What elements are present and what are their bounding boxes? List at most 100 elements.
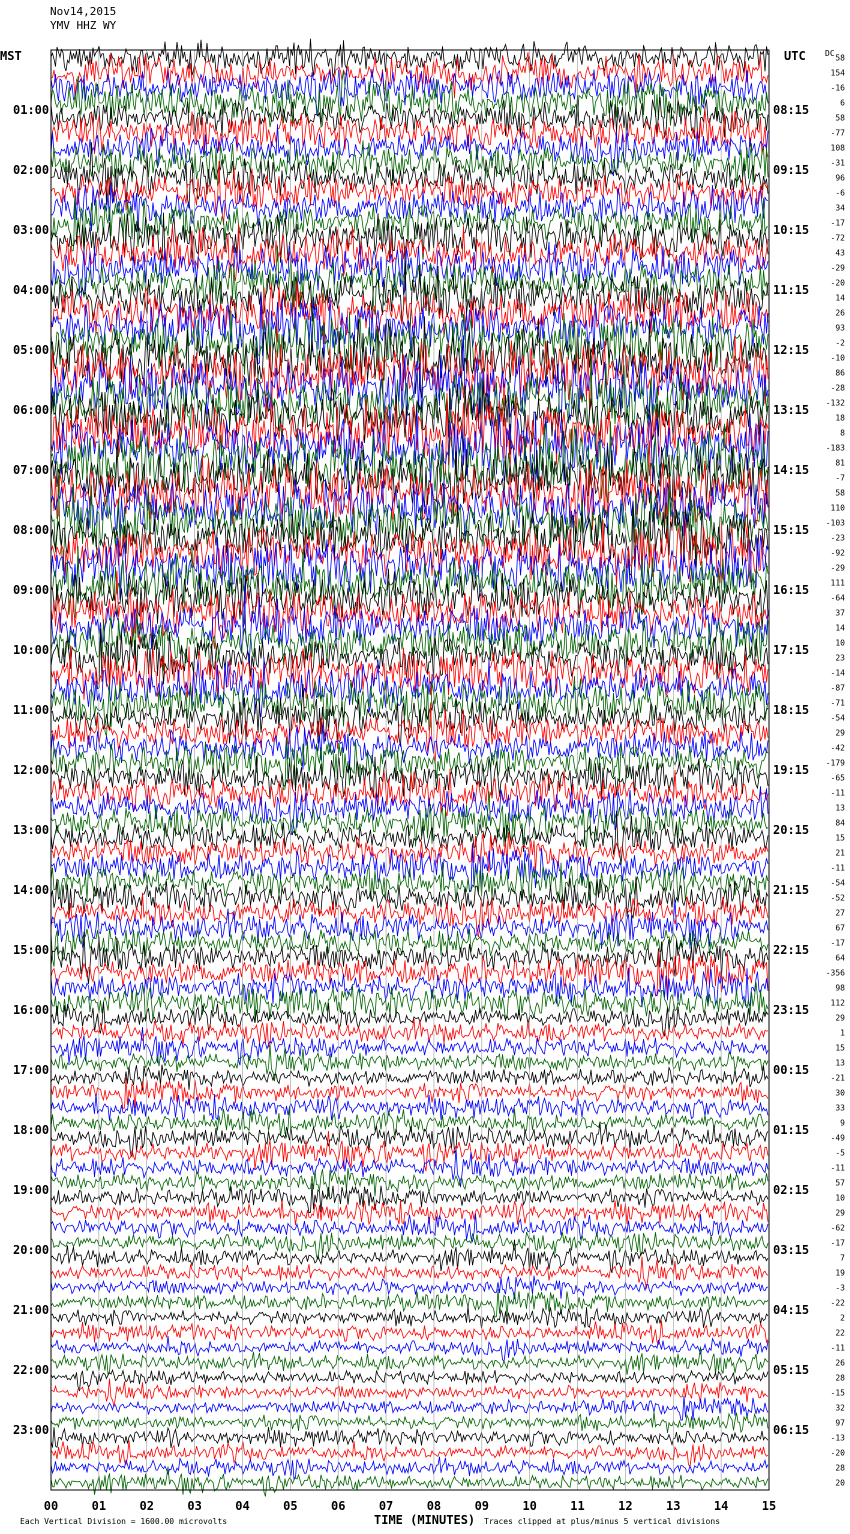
trace-line: [50, 195, 769, 252]
trace-line: [50, 967, 769, 1008]
trace-line: [50, 590, 769, 667]
dc-offset-label: -20: [831, 1449, 846, 1458]
dc-offset-label: 154: [831, 69, 846, 78]
x-axis-label: TIME (MINUTES): [374, 1513, 475, 1527]
trace-line: [50, 1026, 769, 1066]
trace-line: [50, 109, 769, 158]
trace-line: [50, 1183, 769, 1214]
dc-offset-label: 1: [840, 1029, 845, 1038]
dc-offset-label: 15: [835, 834, 845, 843]
dc-offset-label: 14: [835, 624, 845, 633]
dc-offset-label: -183: [826, 444, 845, 453]
right-hour-label: 08:15: [773, 103, 809, 117]
dc-offset-labels: 58154-16658-77108-3196-634-17-7243-29-20…: [826, 54, 845, 1488]
right-hour-labels: 08:15 09:15 10:15 11:15 12:15 13:15 14:15 15:15…: [773, 103, 809, 1437]
left-hour-label: 02:00: [13, 163, 49, 177]
plot-frame: [50, 49, 770, 1491]
trace-line: [50, 1288, 769, 1318]
x-tick-label: 15: [762, 1499, 776, 1513]
trace-line: [50, 861, 769, 904]
dc-offset-label: 20: [835, 1479, 845, 1488]
trace-line: [50, 1094, 769, 1122]
x-tick-label: 10: [522, 1499, 536, 1513]
dc-offset-label: -20: [831, 279, 846, 288]
x-tick-label: 00: [44, 1499, 58, 1513]
dc-offset-label: 58: [835, 489, 845, 498]
dc-offset-label: 32: [835, 1404, 845, 1413]
trace-line: [50, 791, 769, 850]
dc-offset-label: 29: [835, 729, 845, 738]
right-hour-label: 03:15: [773, 1243, 809, 1257]
left-hour-label: 17:00: [13, 1063, 49, 1077]
trace-line: [50, 1064, 769, 1091]
dc-offset-label: -17: [831, 939, 846, 948]
left-hour-label: 04:00: [13, 283, 49, 297]
dc-offset-label: -29: [831, 264, 846, 273]
dc-offset-label: -3: [835, 1284, 845, 1293]
dc-offset-label: 111: [831, 579, 846, 588]
dc-offset-label: -13: [831, 1434, 846, 1443]
trace-line: [50, 982, 769, 1022]
trace-line: [50, 1122, 769, 1158]
dc-offset-label: -22: [831, 1299, 846, 1308]
dc-offset-label: 84: [835, 819, 845, 828]
trace-line: [50, 1306, 769, 1329]
dc-offset-label: 81: [835, 459, 845, 468]
dc-offset-label: 93: [835, 324, 845, 333]
dc-offset-label: 26: [835, 309, 845, 318]
x-tick-label: 08: [427, 1499, 441, 1513]
dc-offset-label: -21: [831, 1074, 846, 1083]
trace-line: [50, 124, 769, 177]
dc-offset-label: -28: [831, 384, 846, 393]
trace-line: [50, 1231, 769, 1261]
trace-line: [50, 410, 769, 486]
trace-line: [50, 439, 769, 524]
trace-line: [50, 142, 769, 209]
dc-offset-label: 28: [835, 1374, 845, 1383]
trace-line: [50, 478, 769, 537]
left-hour-label: 07:00: [13, 463, 49, 477]
trace-line: [50, 519, 769, 587]
dc-offset-label: -54: [831, 879, 846, 888]
x-tick-label: 01: [92, 1499, 106, 1513]
trace-line: [50, 1130, 769, 1172]
footer-left-note: Each Vertical Division = 1600.00 microvo…: [20, 1517, 227, 1526]
trace-line: [50, 38, 769, 78]
dc-offset-label: 112: [831, 999, 846, 1008]
dc-offset-label: -16: [831, 84, 846, 93]
dc-offset-label: -11: [831, 864, 846, 873]
minute-gridlines: [98, 50, 722, 1490]
trace-line: [50, 1395, 769, 1421]
dc-offset-label: 7: [840, 1254, 845, 1263]
right-hour-label: 00:15: [773, 1063, 809, 1077]
left-hour-labels: 01:00 02:00 03:00 04:00 05:00 06:00 07:00 08:00…: [13, 103, 49, 1437]
trace-line: [50, 1336, 769, 1363]
trace-line: [50, 832, 769, 873]
x-tick-label: 06: [331, 1499, 345, 1513]
trace-line: [50, 844, 769, 893]
right-hour-label: 09:15: [773, 163, 809, 177]
dc-offset-label: 19: [835, 1269, 845, 1278]
dc-offset-label: 8: [840, 429, 845, 438]
dc-offset-label: -5: [835, 1149, 845, 1158]
left-hour-label: 14:00: [13, 883, 49, 897]
x-tick-label: 12: [618, 1499, 632, 1513]
trace-line: [50, 1148, 769, 1188]
trace-line: [50, 899, 769, 949]
trace-line: [50, 335, 769, 419]
dc-offset-label: -42: [831, 744, 846, 753]
trace-line: [50, 1213, 769, 1243]
dc-offset-label: 57: [835, 1179, 845, 1188]
left-hour-label: 20:00: [13, 1243, 49, 1257]
dc-offset-label: -29: [831, 564, 846, 573]
dc-offset-label: 33: [835, 1104, 845, 1113]
trace-line: [50, 212, 769, 263]
dc-header: DC: [825, 49, 835, 58]
x-tick-label: 02: [140, 1499, 154, 1513]
dc-offset-label: 67: [835, 924, 845, 933]
trace-line: [50, 755, 769, 800]
dc-offset-label: 64: [835, 954, 845, 963]
trace-line: [50, 70, 769, 129]
trace-line: [50, 1256, 769, 1289]
